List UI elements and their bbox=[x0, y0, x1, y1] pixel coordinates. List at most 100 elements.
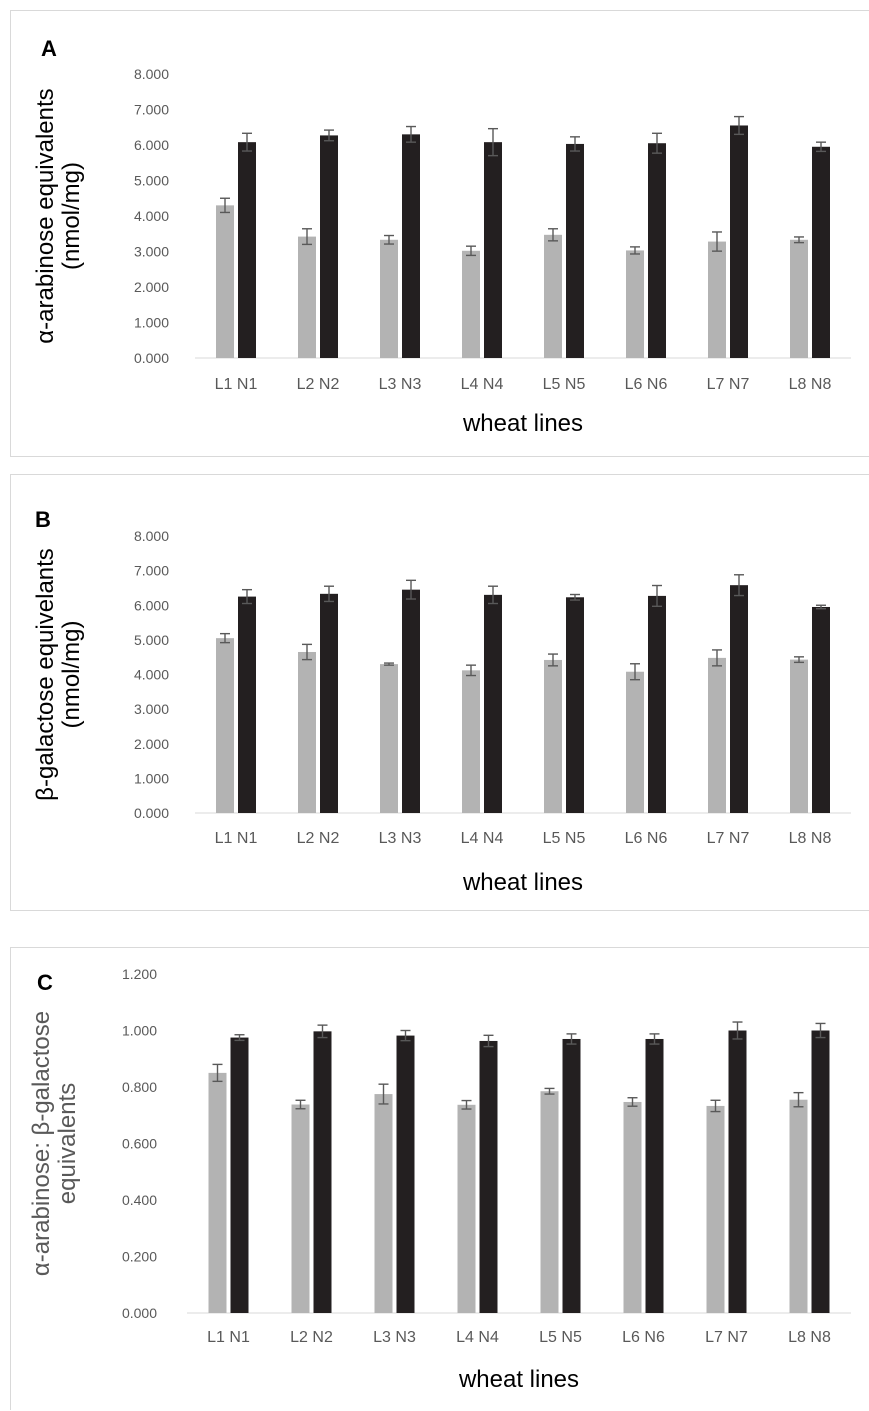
x-tick-label-c: L1 N1 bbox=[207, 1329, 250, 1346]
y-tick-label-b: 7.000 bbox=[134, 563, 169, 579]
bar-b-s2 bbox=[566, 597, 584, 813]
bar-c-s2 bbox=[811, 1030, 830, 1313]
y-axis-title-line-a: α-arabinose equivalents bbox=[32, 88, 59, 343]
bar-b-s2 bbox=[402, 589, 420, 813]
chart-panel-b: B 0.000 1.000 2.000 3.000 4.000 5.000 6.000 7.00… bbox=[10, 474, 869, 911]
x-tick-label-c: L5 N5 bbox=[539, 1329, 582, 1346]
y-tick-label-c: 0.800 bbox=[122, 1079, 157, 1095]
bar-a-s1 bbox=[626, 250, 644, 358]
x-tick-label-b: L2 N2 bbox=[297, 830, 340, 847]
y-tick-label-b: 1.000 bbox=[134, 770, 169, 786]
chart-c-svg: C 0.000 0.200 0.400 0.600 0.800 1.000 1.200 L1 N… bbox=[28, 966, 851, 1393]
bar-a-s2 bbox=[484, 142, 502, 358]
bar-b-s2 bbox=[484, 594, 502, 813]
bar-a-s1 bbox=[708, 241, 726, 358]
bar-b-s2 bbox=[238, 596, 256, 813]
x-tick-label-b: L8 N8 bbox=[789, 830, 832, 847]
x-tick-label-b: L7 N7 bbox=[707, 830, 750, 847]
bar-b-s1 bbox=[544, 659, 562, 813]
bar-c-s1 bbox=[208, 1072, 227, 1313]
y-tick-label-c: 1.200 bbox=[122, 966, 157, 982]
bar-c-s1 bbox=[623, 1101, 642, 1313]
bar-b-s1 bbox=[380, 664, 398, 813]
y-tick-label-b: 0.000 bbox=[134, 805, 169, 821]
bar-c-s2 bbox=[396, 1035, 415, 1313]
y-tick-label-c: 0.600 bbox=[122, 1136, 157, 1152]
bar-c-s1 bbox=[291, 1104, 310, 1313]
y-tick-label-a: 5.000 bbox=[134, 173, 169, 189]
x-tick-label-a: L2 N2 bbox=[297, 376, 340, 393]
x-tick-label-a: L1 N1 bbox=[215, 376, 258, 393]
bar-c-s2 bbox=[230, 1037, 249, 1313]
y-tick-label-a: 0.000 bbox=[134, 350, 169, 366]
y-tick-label-a: 1.000 bbox=[134, 315, 169, 331]
x-tick-label-c: L8 N8 bbox=[788, 1329, 831, 1346]
bar-b-s2 bbox=[730, 585, 748, 813]
bar-b-s1 bbox=[626, 671, 644, 813]
x-tick-label-c: L4 N4 bbox=[456, 1329, 499, 1346]
y-axis-title-a: α-arabinose equivalents (nmol/mg) bbox=[32, 88, 85, 343]
bar-a-s1 bbox=[380, 239, 398, 358]
bar-b-s1 bbox=[708, 657, 726, 813]
bar-a-s2 bbox=[730, 125, 748, 358]
bar-b-s1 bbox=[462, 670, 480, 813]
bar-c-s2 bbox=[479, 1040, 498, 1313]
x-tick-label-a: L3 N3 bbox=[379, 376, 422, 393]
x-tick-label-c: L6 N6 bbox=[622, 1329, 665, 1346]
x-tick-label-a: L4 N4 bbox=[461, 376, 504, 393]
bar-c-s1 bbox=[706, 1105, 725, 1313]
bar-c-s2 bbox=[728, 1030, 747, 1313]
bar-b-s2 bbox=[648, 595, 666, 813]
bar-a-s2 bbox=[648, 143, 666, 358]
bar-c-s2 bbox=[645, 1038, 664, 1313]
chart-b-svg: B 0.000 1.000 2.000 3.000 4.000 5.000 6.000 7.00… bbox=[32, 507, 851, 896]
bar-c-s1 bbox=[540, 1091, 559, 1313]
bar-a-s1 bbox=[462, 250, 480, 358]
y-tick-label-b: 8.000 bbox=[134, 528, 169, 544]
y-axis-title-b: β-galactose equivelants (nmol/mg) bbox=[32, 548, 85, 801]
chart-a-svg: A 0.000 1.000 2.000 3.000 4.000 5.000 6.000 7.00… bbox=[32, 36, 851, 437]
x-tick-label-a: L5 N5 bbox=[543, 376, 586, 393]
y-tick-label-a: 6.000 bbox=[134, 137, 169, 153]
chart-panel-c: C 0.000 0.200 0.400 0.600 0.800 1.000 1.200 L1 N… bbox=[10, 947, 869, 1410]
x-tick-label-c: L3 N3 bbox=[373, 1329, 416, 1346]
bar-a-s2 bbox=[812, 146, 830, 358]
y-tick-label-c: 0.000 bbox=[122, 1305, 157, 1321]
y-tick-label-a: 3.000 bbox=[134, 244, 169, 260]
bar-a-s1 bbox=[298, 236, 316, 358]
y-axis-title-line-b: (nmol/mg) bbox=[58, 620, 85, 728]
bar-a-s2 bbox=[320, 135, 338, 358]
bar-b-s2 bbox=[812, 606, 830, 813]
bar-a-s2 bbox=[238, 142, 256, 358]
x-tick-label-c: L2 N2 bbox=[290, 1329, 333, 1346]
bar-a-s2 bbox=[402, 134, 420, 358]
y-axis-title-line-c: α-arabinose: β-galactose bbox=[28, 1011, 55, 1276]
bar-c-s2 bbox=[313, 1031, 332, 1313]
bar-a-s1 bbox=[790, 239, 808, 358]
bar-c-s1 bbox=[457, 1104, 476, 1313]
x-tick-label-a: L7 N7 bbox=[707, 376, 750, 393]
y-tick-label-b: 5.000 bbox=[134, 632, 169, 648]
chart-panel-a: A 0.000 1.000 2.000 3.000 4.000 5.000 6.000 7.00… bbox=[10, 10, 869, 457]
y-tick-label-a: 7.000 bbox=[134, 102, 169, 118]
x-axis-title-c: wheat lines bbox=[458, 1366, 579, 1393]
x-tick-label-b: L6 N6 bbox=[625, 830, 668, 847]
bar-b-s2 bbox=[320, 593, 338, 813]
y-tick-label-a: 2.000 bbox=[134, 279, 169, 295]
panel-b-letter: B bbox=[35, 507, 51, 532]
y-tick-label-a: 8.000 bbox=[134, 66, 169, 82]
y-tick-label-b: 2.000 bbox=[134, 736, 169, 752]
bar-b-s1 bbox=[790, 659, 808, 813]
y-tick-label-b: 4.000 bbox=[134, 667, 169, 683]
bar-a-s2 bbox=[566, 143, 584, 358]
y-tick-label-a: 4.000 bbox=[134, 208, 169, 224]
y-axis-title-c: α-arabinose: β-galactose equivalents bbox=[28, 1011, 81, 1276]
y-axis-title-line-a: (nmol/mg) bbox=[58, 162, 85, 270]
x-tick-label-c: L7 N7 bbox=[705, 1329, 748, 1346]
bar-a-s1 bbox=[216, 205, 234, 358]
bar-c-s1 bbox=[789, 1099, 808, 1313]
x-tick-label-b: L3 N3 bbox=[379, 830, 422, 847]
bar-c-s1 bbox=[374, 1094, 393, 1313]
panel-a-letter: A bbox=[41, 36, 57, 61]
x-axis-title-a: wheat lines bbox=[462, 410, 583, 437]
